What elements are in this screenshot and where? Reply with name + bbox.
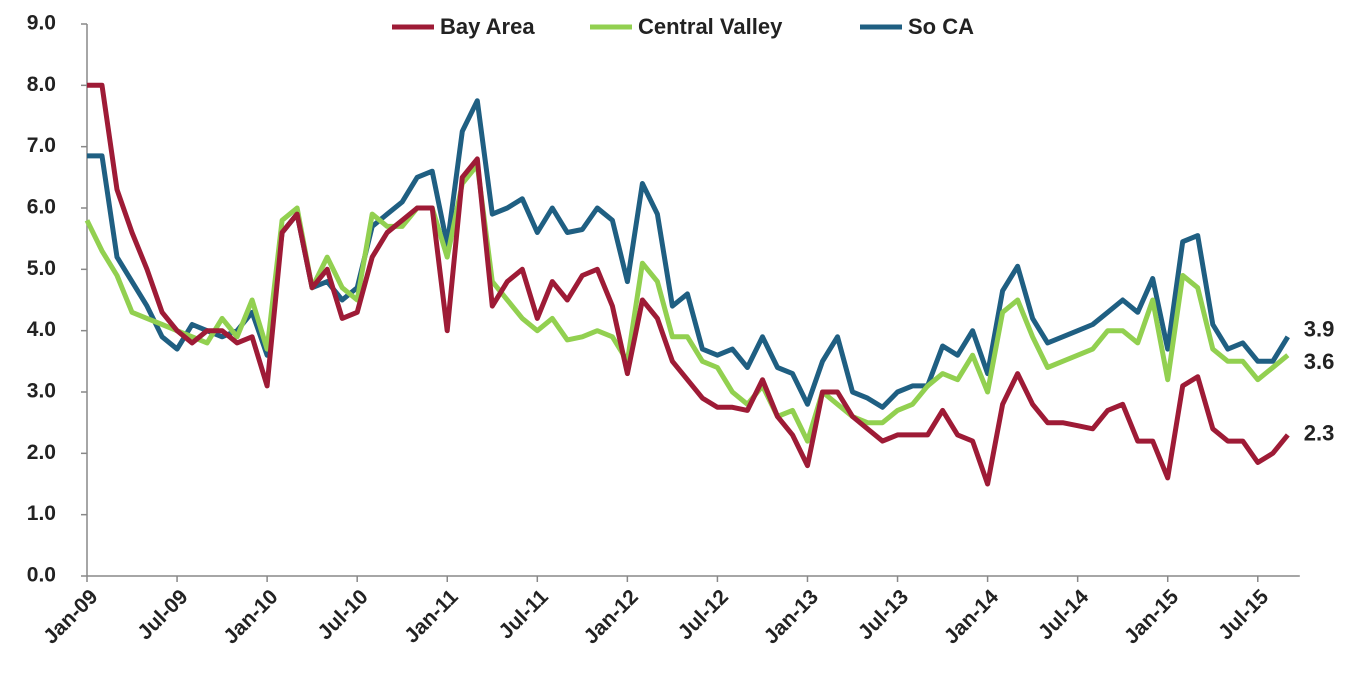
y-tick-label: 5.0	[27, 257, 56, 280]
x-tick-label: Jan-12	[579, 585, 642, 648]
x-tick-label: Jan-11	[400, 585, 463, 648]
y-tick-label: 8.0	[27, 73, 56, 96]
legend-label: So CA	[908, 14, 974, 39]
x-tick-label: Jul-11	[494, 585, 553, 644]
y-tick-label: 3.0	[27, 380, 56, 403]
y-tick-label: 9.0	[27, 12, 56, 35]
y-tick-label: 6.0	[27, 196, 56, 219]
series-line	[84, 162, 1290, 444]
x-tick-label: Jan-15	[1120, 585, 1184, 649]
x-tick-label: Jan-14	[940, 585, 1004, 649]
y-tick-label: 2.0	[27, 441, 56, 464]
y-tick-label: 4.0	[27, 318, 56, 341]
end-label: 3.9	[1304, 317, 1335, 342]
x-tick-label: Jul-13	[854, 585, 913, 644]
legend-label: Bay Area	[440, 14, 535, 39]
x-tick-label: Jan-10	[219, 585, 282, 648]
y-tick-label: 1.0	[27, 502, 56, 525]
x-tick-label: Jul-10	[313, 585, 372, 644]
x-tick-label: Jan-09	[39, 585, 102, 648]
series-line	[87, 82, 1290, 487]
end-label: 3.6	[1304, 349, 1335, 374]
x-tick-label: Jul-12	[674, 585, 733, 644]
x-tick-label: Jan-13	[760, 585, 823, 648]
end-label: 2.3	[1304, 421, 1335, 446]
legend-label: Central Valley	[638, 14, 783, 39]
y-tick-label: 7.0	[27, 134, 56, 157]
y-tick-label: 0.0	[27, 564, 56, 587]
x-tick-label: Jul-09	[133, 585, 192, 644]
x-tick-label: Jul-14	[1034, 585, 1093, 644]
x-tick-label: Jul-15	[1214, 585, 1273, 644]
